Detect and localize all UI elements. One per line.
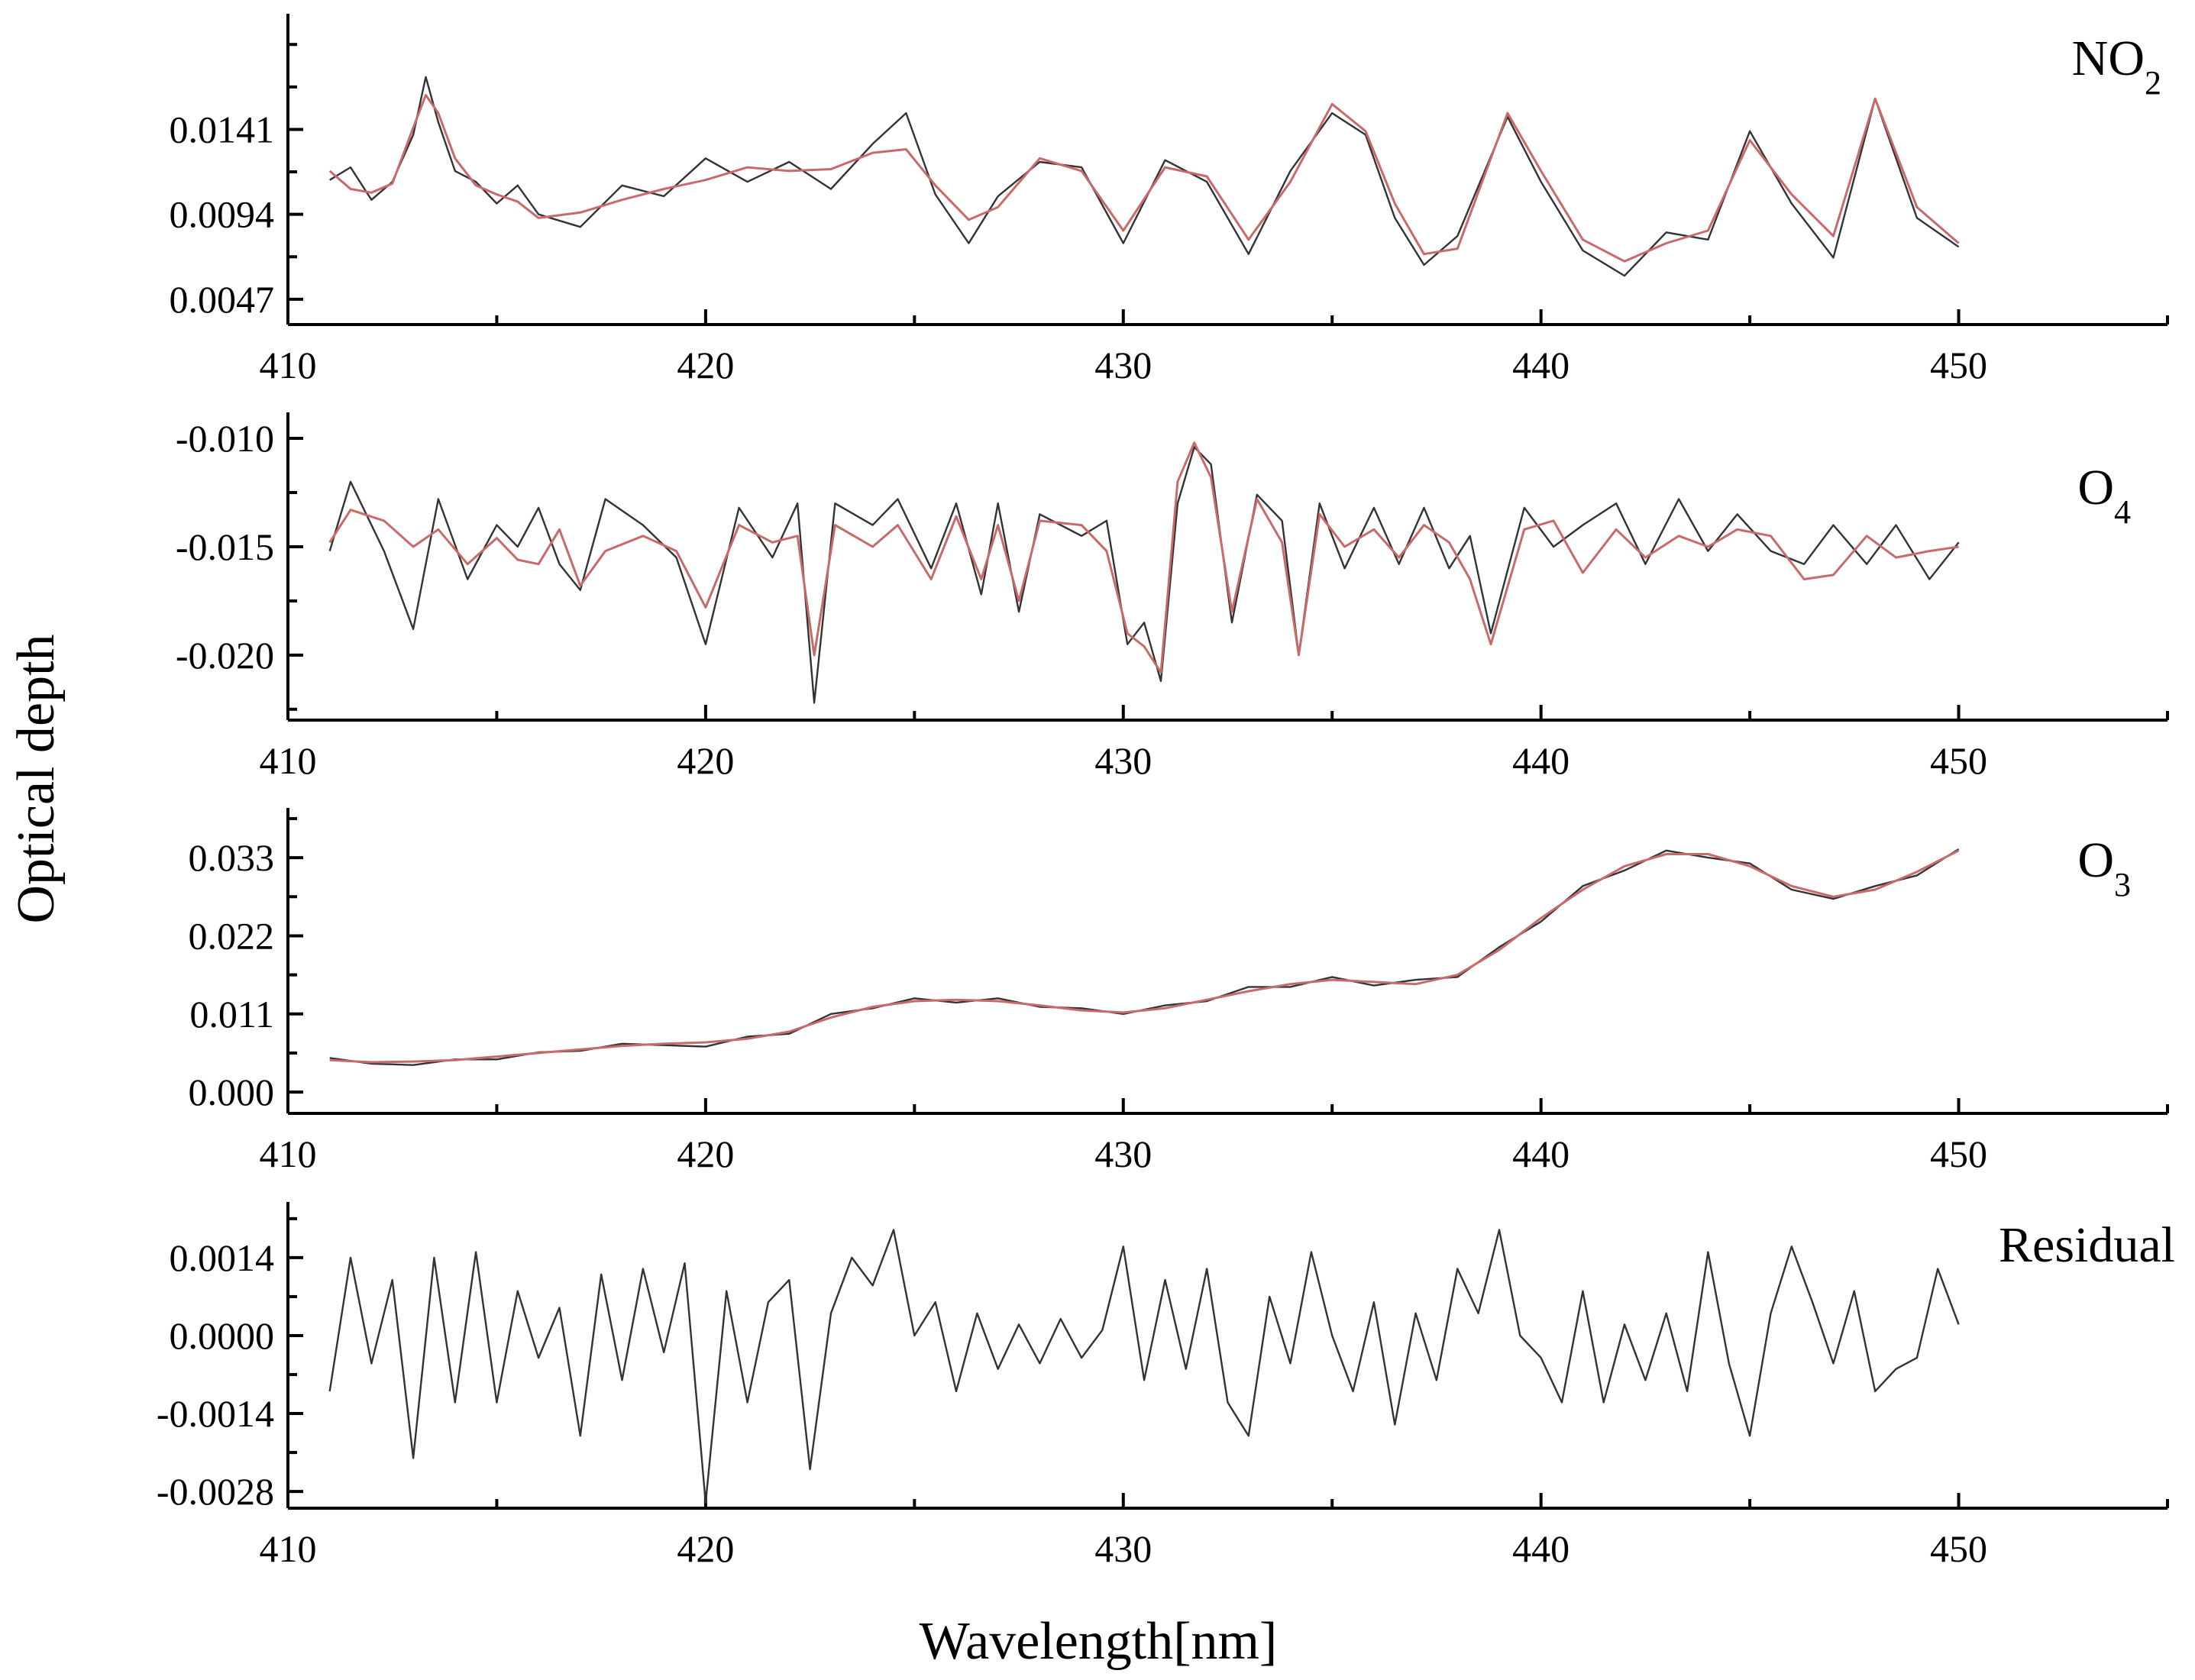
x-tick-label: 420 [677, 1527, 734, 1570]
y-tick-label: -0.015 [176, 525, 274, 568]
y-tick-label: 0.0047 [170, 278, 275, 321]
x-tick-label: 430 [1094, 739, 1152, 782]
y-tick-label: 0.033 [189, 836, 275, 879]
x-tick-label: 420 [677, 739, 734, 782]
panel-label: NO2 [2072, 31, 2161, 102]
x-tick-label: 440 [1512, 1527, 1569, 1570]
series-fit-no2 [328, 94, 1960, 263]
x-tick-label: 410 [260, 1527, 317, 1570]
x-tick-label: 450 [1930, 1132, 1987, 1175]
y-tick-label: 0.0000 [170, 1314, 275, 1357]
series-measured-no2 [329, 76, 1960, 277]
y-tick-label: -0.0014 [157, 1392, 274, 1435]
y-tick-label: 0.022 [189, 914, 275, 957]
series-fit-o3 [329, 849, 1960, 1064]
series-measured-o4 [328, 446, 1960, 704]
y-axis-title: Optical depth [7, 634, 66, 923]
panel-o3: 410 420 430 440 450 0.033 0.022 0.011 0.000 O3 [189, 808, 2169, 1175]
x-tick-label: 440 [1512, 739, 1569, 782]
x-tick-label: 450 [1930, 1527, 1987, 1570]
x-tick-label: 420 [677, 344, 734, 386]
x-tick-label: 430 [1094, 1527, 1152, 1570]
y-tick-label: -0.020 [176, 634, 274, 677]
panel-label: O3 [2077, 832, 2131, 903]
x-axis-title: Wavelength[nm] [920, 1612, 1278, 1671]
x-tick-label: 410 [260, 739, 317, 782]
x-tick-label: 450 [1930, 344, 1987, 386]
x-tick-label: 440 [1512, 1132, 1569, 1175]
x-tick-label: 410 [260, 344, 317, 386]
series-measured-o3 [329, 848, 1960, 1066]
x-tick-label: 420 [677, 1132, 734, 1175]
panel-residual: 410 420 430 440 450 0.0014 0.0000 -0.0014 -0.002… [157, 1202, 2175, 1570]
y-tick-label: 0.0141 [170, 108, 275, 150]
panel-o4: 410 420 430 440 450 -0.010 -0.015 -0.020 O4 [176, 412, 2169, 782]
x-tick-label: 410 [260, 1132, 317, 1175]
x-tick-label: 430 [1094, 344, 1152, 386]
y-tick-label: 0.000 [189, 1071, 275, 1113]
y-tick-label: 0.0014 [170, 1236, 275, 1279]
panel-no2: 410 420 430 440 450 0.0047 0.0094 0.0141 NO2 [170, 14, 2169, 386]
x-tick-label: 440 [1512, 344, 1569, 386]
x-tick-label: 450 [1930, 739, 1987, 782]
y-tick-label: 0.0094 [170, 193, 275, 236]
y-tick-label: 0.011 [189, 993, 274, 1035]
y-tick-label: -0.0028 [157, 1470, 274, 1513]
panel-label: Residual [1999, 1217, 2175, 1273]
panel-label: O4 [2077, 460, 2131, 531]
y-tick-label: -0.010 [176, 417, 274, 460]
series-residual-residual [328, 1229, 1960, 1504]
x-tick-label: 430 [1094, 1132, 1152, 1175]
series-fit-o4 [328, 441, 1959, 674]
